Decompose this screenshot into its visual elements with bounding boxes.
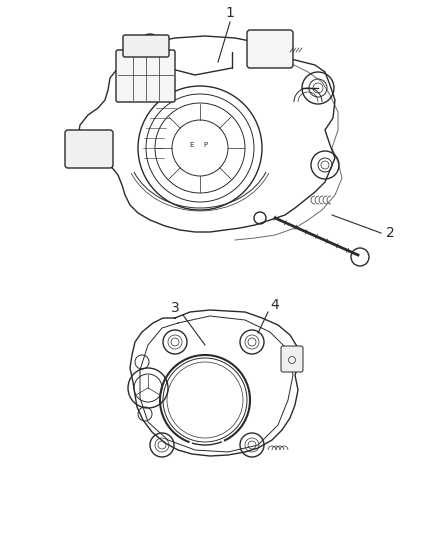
FancyBboxPatch shape xyxy=(247,30,293,68)
Text: E: E xyxy=(190,142,194,148)
Text: 1: 1 xyxy=(226,6,234,20)
Text: 4: 4 xyxy=(271,298,279,312)
Text: P: P xyxy=(203,142,207,148)
FancyBboxPatch shape xyxy=(116,50,175,102)
FancyBboxPatch shape xyxy=(281,346,303,372)
Text: 2: 2 xyxy=(385,226,394,240)
FancyBboxPatch shape xyxy=(65,130,113,168)
Text: 3: 3 xyxy=(171,301,180,315)
FancyBboxPatch shape xyxy=(123,35,169,57)
